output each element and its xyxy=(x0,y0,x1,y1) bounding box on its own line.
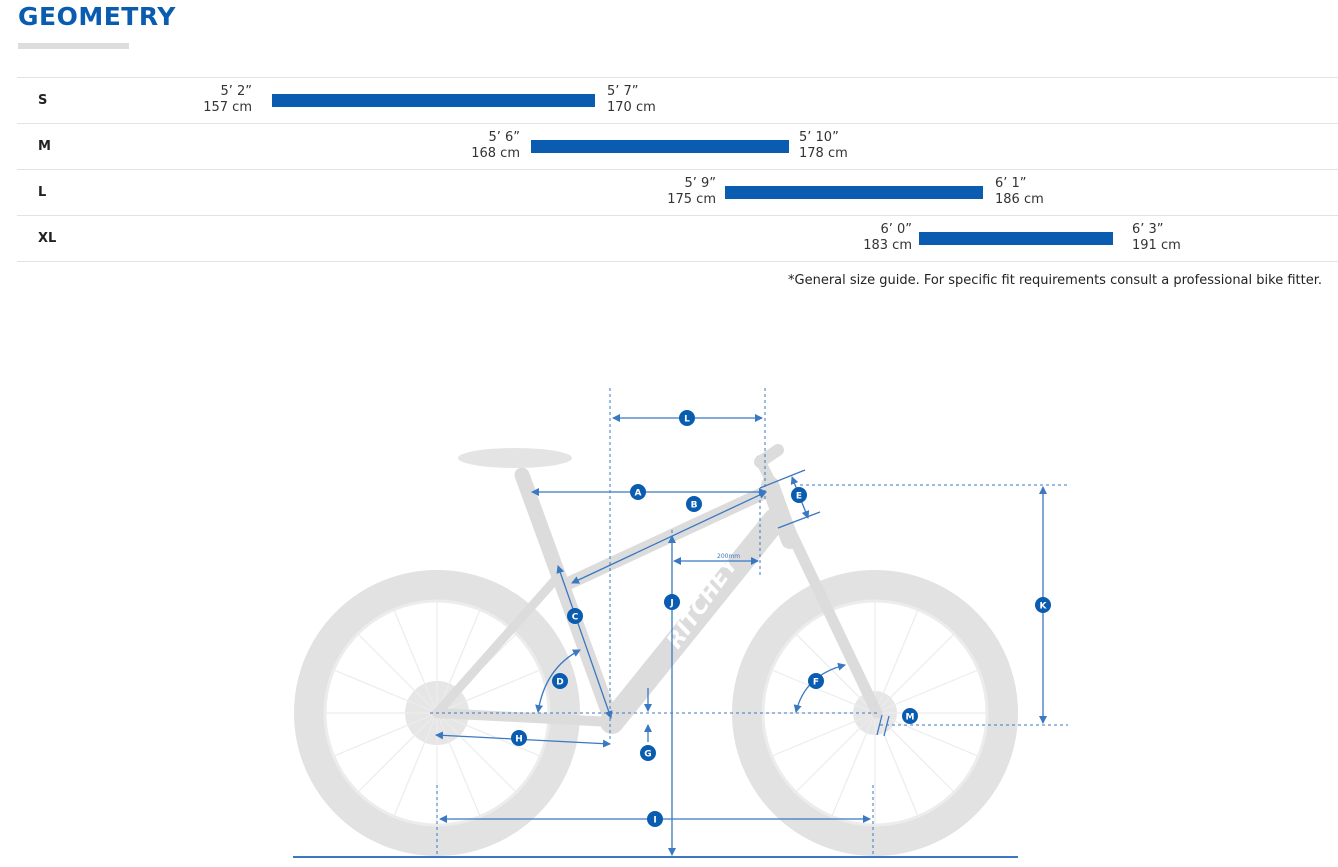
svg-text:J: J xyxy=(669,599,673,609)
svg-text:E: E xyxy=(796,492,802,502)
title-underline xyxy=(18,43,129,49)
svg-text:K: K xyxy=(1040,602,1048,612)
marker-j: J xyxy=(664,594,680,610)
svg-text:L: L xyxy=(684,415,690,425)
marker-a: A xyxy=(630,484,646,500)
max-height-label: 6’ 1” 186 cm xyxy=(995,176,1044,208)
page-title: GEOMETRY xyxy=(18,2,176,31)
min-height-cm: 168 cm xyxy=(471,146,520,161)
marker-k: K xyxy=(1035,597,1051,613)
max-height-cm: 186 cm xyxy=(995,192,1044,207)
svg-text:F: F xyxy=(813,678,819,688)
marker-d: D xyxy=(552,673,568,689)
min-height-cm: 175 cm xyxy=(667,192,716,207)
max-height-cm: 191 cm xyxy=(1132,238,1181,253)
max-height-label: 5’ 7” 170 cm xyxy=(607,84,656,116)
svg-text:M: M xyxy=(906,713,915,723)
max-height-label: 5’ 10” 178 cm xyxy=(799,130,848,162)
marker-l: L xyxy=(679,410,695,426)
min-height-cm: 157 cm xyxy=(203,100,252,115)
dim-line-c xyxy=(556,565,613,719)
size-label: M xyxy=(38,139,51,154)
marker-g: G xyxy=(640,745,656,761)
size-label: L xyxy=(38,185,47,200)
marker-h: H xyxy=(511,730,527,746)
svg-text:G: G xyxy=(644,750,651,760)
marker-m: M xyxy=(902,708,918,724)
dim-line-m2 xyxy=(883,715,890,737)
min-height-ft: 5’ 2” xyxy=(220,84,252,99)
min-height-label: 5’ 6” 168 cm xyxy=(471,130,520,162)
fit-disclaimer: *General size guide. For specific fit re… xyxy=(788,273,1322,288)
max-height-cm: 178 cm xyxy=(799,146,848,161)
dim-arc-d xyxy=(535,649,581,713)
max-height-label: 6’ 3” 191 cm xyxy=(1132,222,1181,254)
min-height-label: 5’ 9” 175 cm xyxy=(667,176,716,208)
size-row: L 5’ 9” 175 cm 6’ 1” 186 cm xyxy=(17,169,1338,215)
min-height-ft: 5’ 6” xyxy=(488,130,520,145)
dim-line-e1 xyxy=(759,469,806,489)
marker-c: C xyxy=(567,608,583,624)
svg-text:I: I xyxy=(653,816,656,826)
height-range-bar xyxy=(272,94,595,107)
size-row: M 5’ 6” 168 cm 5’ 10” 178 cm xyxy=(17,123,1338,169)
svg-text:B: B xyxy=(691,501,698,511)
marker-b: B xyxy=(686,496,702,512)
max-height-ft: 6’ 3” xyxy=(1132,222,1164,237)
marker-e: E xyxy=(791,487,807,503)
svg-text:C: C xyxy=(572,613,579,623)
dim-line-e2 xyxy=(777,511,821,529)
min-height-cm: 183 cm xyxy=(863,238,912,253)
svg-text:H: H xyxy=(515,735,523,745)
scale-label: 200mm xyxy=(717,553,740,560)
marker-f: F xyxy=(808,673,824,689)
height-range-bar xyxy=(531,140,789,153)
max-height-ft: 5’ 7” xyxy=(607,84,639,99)
max-height-ft: 6’ 1” xyxy=(995,176,1027,191)
size-label: S xyxy=(38,93,48,108)
height-range-bar xyxy=(919,232,1113,245)
min-height-ft: 5’ 9” xyxy=(684,176,716,191)
min-height-label: 5’ 2” 157 cm xyxy=(203,84,252,116)
dim-line-m xyxy=(876,714,883,736)
size-row: S 5’ 2” 157 cm 5’ 7” 170 cm xyxy=(17,77,1338,123)
dim-arc-f xyxy=(793,662,846,713)
size-row: XL 6’ 0” 183 cm 6’ 3” 191 cm xyxy=(17,215,1338,262)
min-height-ft: 6’ 0” xyxy=(880,222,912,237)
min-height-label: 6’ 0” 183 cm xyxy=(863,222,912,254)
height-range-bar xyxy=(725,186,983,199)
saddle xyxy=(458,448,572,468)
size-guide-table: S 5’ 2” 157 cm 5’ 7” 170 cm M 5’ 6” 168 … xyxy=(17,77,1338,262)
svg-text:A: A xyxy=(635,489,642,499)
marker-i: I xyxy=(647,811,663,827)
svg-text:D: D xyxy=(556,678,563,688)
max-height-ft: 5’ 10” xyxy=(799,130,839,145)
size-label: XL xyxy=(38,231,57,246)
max-height-cm: 170 cm xyxy=(607,100,656,115)
